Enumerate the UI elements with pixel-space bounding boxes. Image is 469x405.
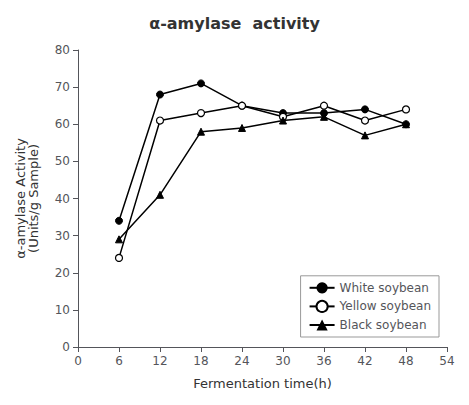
svg-text:α-amylase Activity: α-amylase Activity xyxy=(13,138,28,259)
svg-text:70: 70 xyxy=(55,80,70,94)
svg-text:Yellow soybean: Yellow soybean xyxy=(339,299,431,313)
svg-text:48: 48 xyxy=(398,354,413,368)
svg-text:42: 42 xyxy=(357,354,372,368)
svg-text:White soybean: White soybean xyxy=(340,281,429,295)
svg-text:30: 30 xyxy=(275,354,290,368)
svg-text:(Units/g Sample): (Units/g Sample) xyxy=(26,144,41,253)
svg-text:54: 54 xyxy=(439,354,454,368)
svg-text:Black soybean: Black soybean xyxy=(340,318,427,332)
svg-text:24: 24 xyxy=(234,354,249,368)
svg-text:0: 0 xyxy=(74,354,82,368)
svg-text:α-amylase activity: α-amylase activity xyxy=(149,14,320,33)
svg-text:30: 30 xyxy=(55,229,70,243)
svg-text:80: 80 xyxy=(55,43,70,57)
svg-text:36: 36 xyxy=(316,354,331,368)
svg-text:50: 50 xyxy=(55,154,70,168)
svg-text:20: 20 xyxy=(55,266,70,280)
svg-text:Fermentation time(h): Fermentation time(h) xyxy=(193,376,332,391)
svg-text:12: 12 xyxy=(152,354,167,368)
svg-text:6: 6 xyxy=(115,354,123,368)
svg-text:10: 10 xyxy=(55,303,70,317)
svg-text:60: 60 xyxy=(55,117,70,131)
svg-text:0: 0 xyxy=(62,340,70,354)
svg-text:18: 18 xyxy=(193,354,208,368)
svg-text:40: 40 xyxy=(55,192,70,206)
